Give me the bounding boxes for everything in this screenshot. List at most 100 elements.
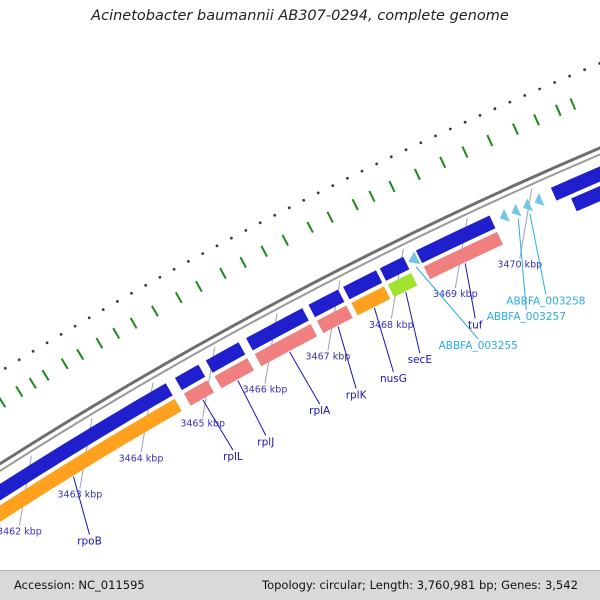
ruler-dot: [273, 213, 277, 217]
ruler-dot: [463, 120, 467, 124]
gene-rplL[interactable]: [174, 364, 206, 391]
gene-label-rplJ[interactable]: rplJ: [257, 436, 274, 448]
feature-tick: [351, 198, 359, 211]
ruler-dot: [258, 221, 262, 225]
page-title: Acinetobacter baumannii AB307-0294, comp…: [91, 8, 509, 24]
label-leader: [237, 380, 267, 436]
gene-rplK[interactable]: [316, 305, 353, 334]
feature-tick-marks: [0, 98, 577, 408]
feature-tick: [195, 280, 203, 293]
feature-tick: [219, 267, 227, 280]
genome-map-canvas[interactable]: 3462 kbp 3463 kbp 3464 kbp 3465 kbp 3466 kbp…: [0, 0, 600, 570]
status-accession: Accession: NC_011595: [14, 578, 145, 592]
gene-label-ABBFA_003258[interactable]: ABBFA_003258: [506, 296, 585, 308]
ruler-dot: [3, 366, 7, 370]
ruler-dot: [244, 229, 248, 232]
feature-tick: [306, 221, 314, 234]
ruler-dot: [553, 81, 556, 84]
ruler-dot: [389, 155, 393, 159]
label-leader: [464, 263, 476, 319]
backbone-line-outer: [0, 146, 600, 466]
gene-label-tuf[interactable]: tuf: [468, 319, 483, 331]
gene-unnamed[interactable]: [550, 120, 600, 201]
ruler-tick-label: 3463 kbp: [58, 490, 103, 501]
feature-tick: [76, 348, 85, 361]
feature-tick: [368, 190, 376, 203]
gene-rplA[interactable]: [254, 324, 318, 367]
ruler-dot: [116, 300, 119, 303]
gene-rpoB[interactable]: [0, 398, 182, 552]
ruler-tick-label: 3462 kbp: [0, 527, 42, 538]
feature-tick: [388, 180, 396, 193]
gene-unnamed[interactable]: [571, 137, 600, 212]
ruler-tick-leader: [519, 188, 533, 259]
ruler-dot: [59, 333, 63, 336]
trna-features: [408, 193, 545, 264]
label-leader: [289, 351, 321, 405]
feature-tick: [174, 291, 183, 304]
gene-nusG[interactable]: [343, 270, 383, 300]
ruler-dot: [215, 244, 219, 248]
gene-label-secE[interactable]: secE: [408, 354, 432, 366]
ruler-dot: [523, 94, 527, 97]
gene-secE[interactable]: [379, 256, 410, 281]
ruler-dotted-arc: [3, 62, 600, 370]
gene-features: [0, 120, 600, 552]
ruler-dot: [187, 260, 190, 263]
trna-ABBFA_003257[interactable]: [511, 203, 522, 217]
gene-label-rplA[interactable]: rplA: [309, 405, 331, 417]
ruler-dot: [302, 198, 306, 202]
ruler-dot: [172, 267, 176, 271]
ruler-dot: [158, 275, 162, 279]
ruler-dot: [568, 74, 571, 78]
ruler-dot: [346, 176, 349, 180]
status-bar: Accession: NC_011595 Topology: circular;…: [0, 570, 600, 600]
trna-ABBFA_003255[interactable]: [408, 251, 421, 264]
label-leader: [415, 266, 479, 340]
feature-tick: [533, 113, 540, 126]
gene-nusG[interactable]: [351, 286, 391, 316]
gene-tuf[interactable]: [415, 215, 496, 264]
gene-label-nusG[interactable]: nusG: [380, 373, 407, 385]
gene-label-rpoB[interactable]: rpoB: [77, 536, 102, 548]
ruler-dot: [316, 191, 320, 195]
ruler-dot: [230, 236, 233, 240]
label-leader: [405, 292, 421, 354]
ruler-tick-label: 3469 kbp: [433, 289, 478, 300]
ruler-tick-label: 3465 kbp: [180, 419, 225, 430]
feature-tick: [413, 168, 421, 181]
gene-label-ABBFA_003257[interactable]: ABBFA_003257: [487, 311, 566, 323]
ruler-dot: [101, 308, 105, 311]
feature-tick: [439, 156, 447, 169]
feature-tick: [281, 234, 289, 246]
gene-rplJ[interactable]: [205, 342, 246, 373]
gene-label-rplK[interactable]: rplK: [346, 390, 368, 402]
gene-tuf[interactable]: [423, 231, 504, 280]
gene-rplL[interactable]: [183, 380, 215, 406]
gene-rplJ[interactable]: [214, 358, 254, 389]
trna-arrow[interactable]: [534, 193, 545, 206]
feature-tick: [41, 369, 50, 381]
gene-secE[interactable]: [387, 272, 418, 297]
gene-rplA[interactable]: [246, 308, 309, 351]
feature-tick: [239, 256, 247, 269]
gene-label-rplL[interactable]: rplL: [223, 451, 243, 463]
label-leader: [202, 399, 234, 451]
label-leader: [373, 307, 394, 373]
label-leader: [529, 213, 547, 295]
feature-tick: [326, 211, 334, 223]
gene-label-ABBFA_003255[interactable]: ABBFA_003255: [439, 340, 518, 352]
ruler-dot: [404, 148, 408, 152]
ruler-dot: [73, 324, 77, 328]
gene-rpoB[interactable]: [0, 383, 173, 537]
ruler-dot: [130, 291, 133, 295]
ruler-dot: [538, 87, 541, 91]
feature-tick: [260, 245, 268, 258]
feature-tick: [486, 134, 494, 147]
ruler-dot: [508, 100, 512, 104]
gene-rplK[interactable]: [308, 289, 345, 318]
trna-arrow[interactable]: [499, 208, 510, 222]
trna-ABBFA_003258[interactable]: [523, 198, 533, 212]
feature-tick: [60, 358, 69, 370]
